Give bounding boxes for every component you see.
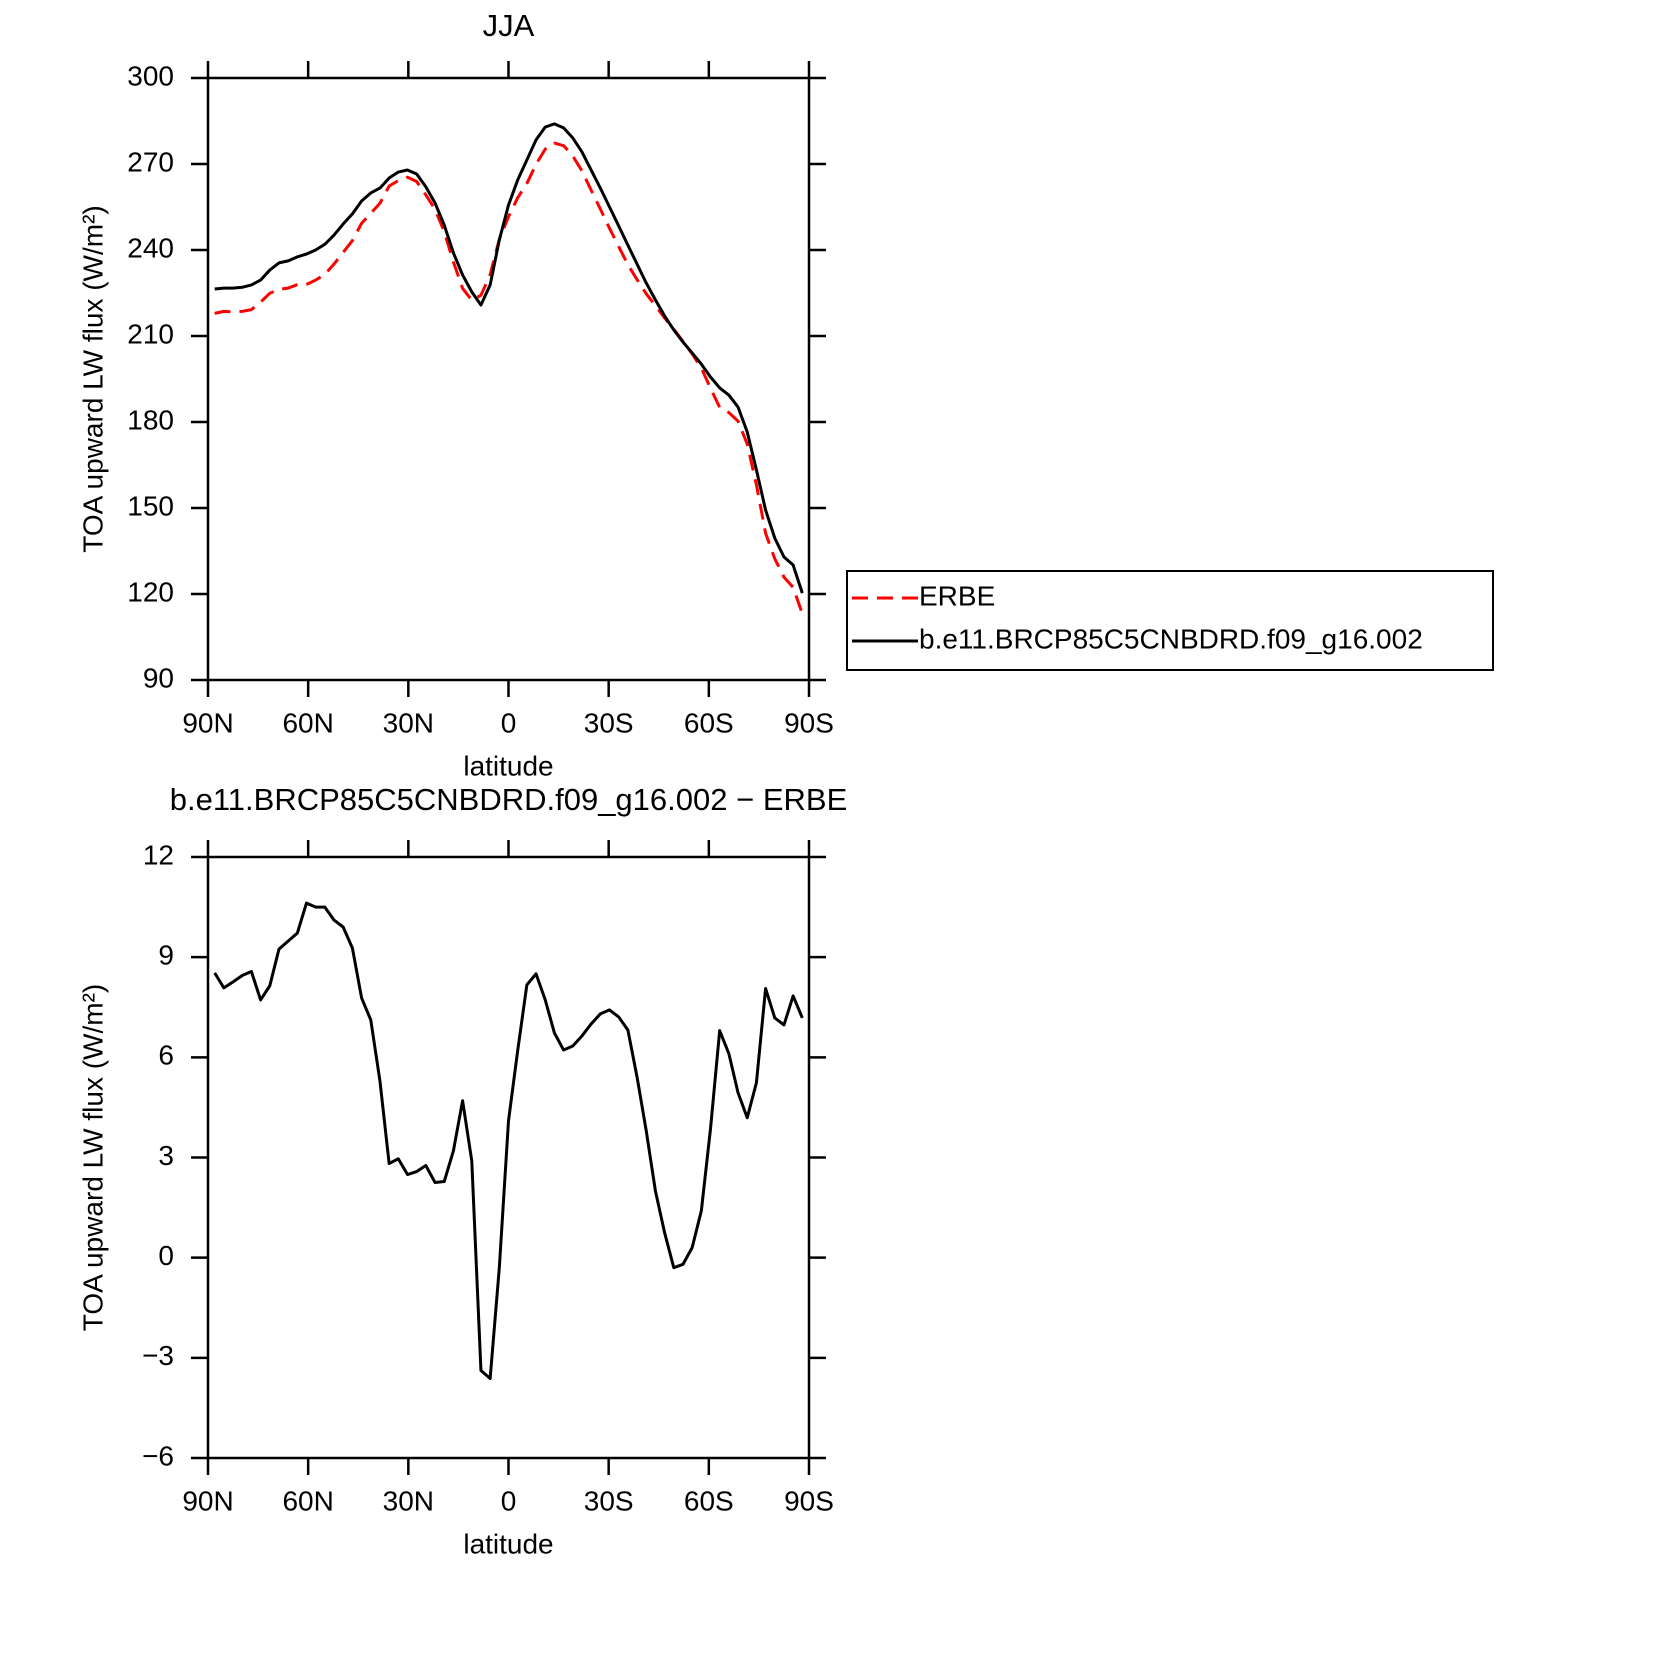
legend-label: b.e11.BRCP85C5CNBDRD.f09_g16.002	[919, 623, 1423, 654]
x-tick-label: 60N	[282, 1485, 333, 1516]
x-axis-label: latitude	[463, 750, 553, 781]
y-tick-label: 0	[158, 1240, 174, 1271]
y-tick-label: 9	[158, 940, 174, 971]
legend-box	[846, 570, 1494, 671]
x-tick-label: 90N	[182, 1485, 233, 1516]
y-tick-label: 270	[127, 146, 174, 177]
chart-title: b.e11.BRCP85C5CNBDRD.f09_g16.002 − ERBE	[170, 782, 848, 817]
x-tick-label: 30N	[383, 1485, 434, 1516]
x-tick-label: 30N	[383, 707, 434, 738]
y-tick-label: −3	[142, 1340, 174, 1371]
legend-label: ERBE	[919, 580, 995, 611]
plot-frame	[206, 76, 811, 682]
x-tick-label: 60S	[684, 707, 734, 738]
x-tick-label: 90S	[784, 707, 834, 738]
x-tick-label: 30S	[584, 707, 634, 738]
x-axis-label: latitude	[463, 1528, 553, 1559]
y-tick-label: 3	[158, 1140, 174, 1171]
y-tick-label: 6	[158, 1040, 174, 1071]
data-line	[213, 901, 804, 1381]
y-tick-label: 12	[143, 839, 174, 870]
y-tick-label: 90	[143, 662, 174, 693]
y-tick-label: 150	[127, 490, 174, 521]
x-tick-label: 0	[501, 1485, 517, 1516]
x-tick-label: 60N	[282, 707, 333, 738]
x-tick-label: 30S	[584, 1485, 634, 1516]
y-tick-label: 300	[127, 60, 174, 91]
x-tick-label: 60S	[684, 1485, 734, 1516]
y-axis-label: TOA upward LW flux (W/m²)	[77, 205, 108, 552]
plot-frame	[206, 855, 811, 1460]
x-tick-label: 90S	[784, 1485, 834, 1516]
data-line	[214, 122, 804, 594]
x-tick-label: 0	[501, 707, 517, 738]
chart-title: JJA	[483, 8, 535, 43]
y-tick-label: 120	[127, 576, 174, 607]
y-tick-label: 240	[127, 232, 174, 263]
x-tick-label: 90N	[182, 707, 233, 738]
y-tick-label: −6	[142, 1440, 174, 1471]
data-line	[214, 141, 804, 615]
y-tick-label: 210	[127, 318, 174, 349]
y-tick-label: 180	[127, 404, 174, 435]
y-axis-label: TOA upward LW flux (W/m²)	[77, 984, 108, 1331]
